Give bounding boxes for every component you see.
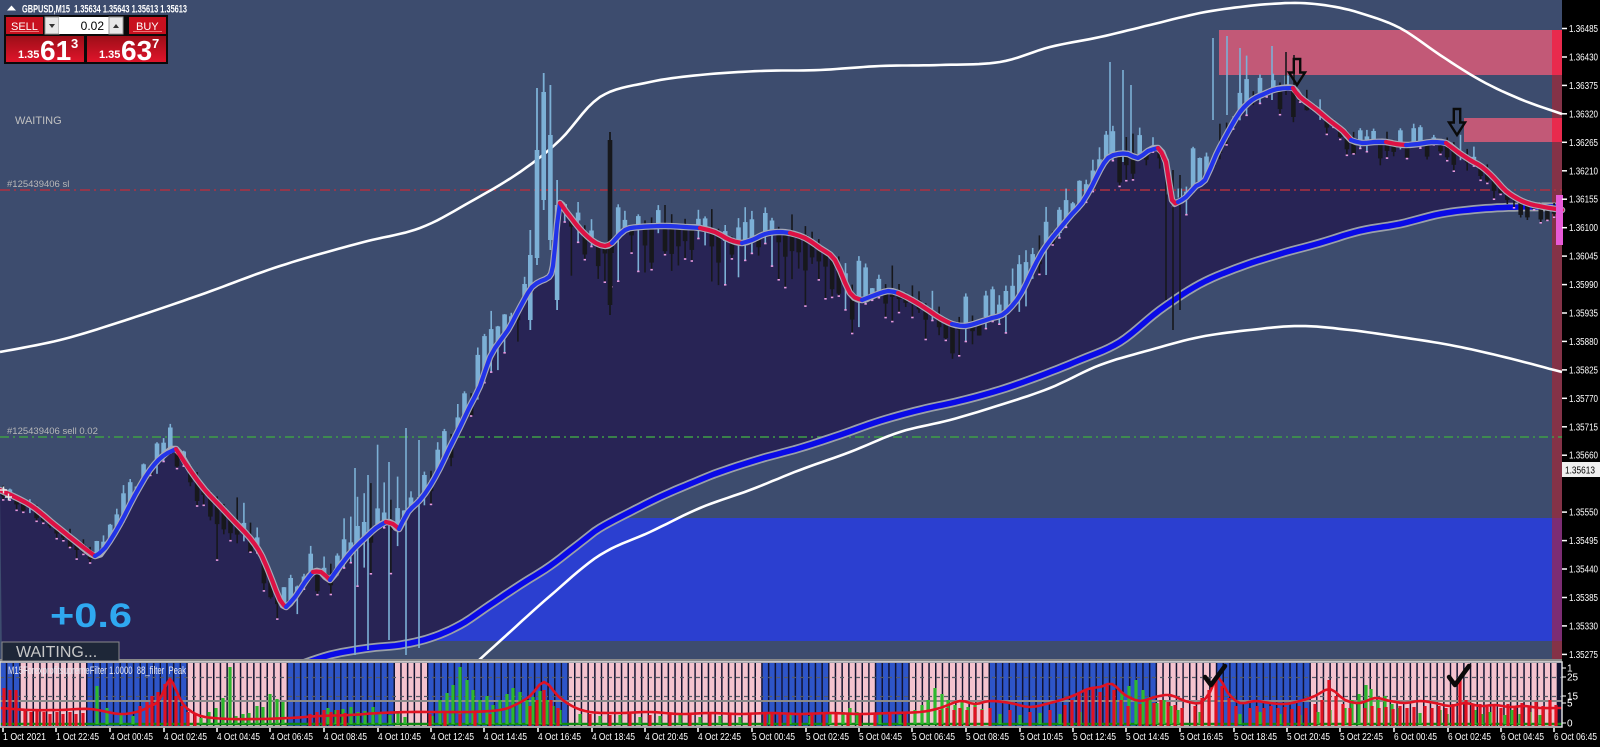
svg-text:#125439406 sell 0.02: #125439406 sell 0.02	[7, 426, 98, 437]
svg-text:4 Oct 06:45: 4 Oct 06:45	[270, 731, 313, 743]
svg-text:1.35495: 1.35495	[1569, 536, 1598, 547]
svg-text:1.35660: 1.35660	[1569, 451, 1598, 462]
svg-text:4 Oct 10:45: 4 Oct 10:45	[378, 731, 421, 743]
svg-text:1: 1	[1567, 664, 1573, 675]
svg-text:63: 63	[121, 35, 152, 66]
svg-text:5 Oct 14:45: 5 Oct 14:45	[1126, 731, 1169, 743]
svg-text:61: 61	[40, 35, 71, 66]
svg-text:1.36265: 1.36265	[1569, 138, 1598, 149]
svg-text:1.35440: 1.35440	[1569, 565, 1598, 576]
svg-text:5 Oct 22:45: 5 Oct 22:45	[1340, 731, 1383, 743]
svg-text:1.35990: 1.35990	[1569, 280, 1598, 291]
svg-text:5 Oct 02:45: 5 Oct 02:45	[806, 731, 849, 743]
svg-text:5 Oct 18:45: 5 Oct 18:45	[1234, 731, 1277, 743]
svg-text:4 Oct 14:45: 4 Oct 14:45	[484, 731, 527, 743]
svg-text:5 Oct 12:45: 5 Oct 12:45	[1073, 731, 1116, 743]
svg-text:#125439406 sl: #125439406 sl	[7, 179, 69, 190]
svg-text:5 Oct 04:45: 5 Oct 04:45	[859, 731, 902, 743]
svg-text:+0.6: +0.6	[50, 597, 132, 635]
svg-text:WAITING...: WAITING...	[16, 644, 97, 661]
svg-text:5: 5	[1567, 699, 1573, 710]
svg-text:1.35613: 1.35613	[1565, 466, 1595, 477]
svg-text:1.35550: 1.35550	[1569, 508, 1598, 519]
svg-text:1.36430: 1.36430	[1569, 53, 1598, 64]
svg-text:0: 0	[1567, 719, 1573, 730]
svg-text:WAITING: WAITING	[15, 115, 62, 127]
svg-text:1.35935: 1.35935	[1569, 309, 1598, 320]
svg-text:6 Oct 06:45: 6 Oct 06:45	[1554, 731, 1597, 743]
svg-text:5 Oct 10:45: 5 Oct 10:45	[1020, 731, 1063, 743]
svg-text:1.35880: 1.35880	[1569, 337, 1598, 348]
svg-text:1.35: 1.35	[18, 49, 39, 61]
svg-text:4 Oct 08:45: 4 Oct 08:45	[324, 731, 367, 743]
svg-text:1.35770: 1.35770	[1569, 394, 1598, 405]
svg-text:1.36155: 1.36155	[1569, 195, 1598, 206]
svg-text:1.35715: 1.35715	[1569, 422, 1598, 433]
svg-text:1.36320: 1.36320	[1569, 109, 1598, 120]
svg-text:4 Oct 12:45: 4 Oct 12:45	[431, 731, 474, 743]
svg-text:7: 7	[152, 36, 159, 51]
svg-text:3: 3	[71, 36, 78, 51]
svg-text:1.36210: 1.36210	[1569, 166, 1598, 177]
svg-text:4 Oct 04:45: 4 Oct 04:45	[217, 731, 260, 743]
svg-text:1.35275: 1.35275	[1569, 650, 1598, 661]
svg-text:1 Oct 2021: 1 Oct 2021	[3, 731, 46, 743]
svg-text:6 Oct 00:45: 6 Oct 00:45	[1394, 731, 1437, 743]
svg-text:4 Oct 18:45: 4 Oct 18:45	[592, 731, 635, 743]
svg-text:4 Oct 16:45: 4 Oct 16:45	[538, 731, 581, 743]
svg-text:BUY: BUY	[136, 21, 159, 33]
svg-text:1.36375: 1.36375	[1569, 81, 1598, 92]
svg-text:SELL: SELL	[11, 21, 38, 33]
svg-text:4 Oct 00:45: 4 Oct 00:45	[110, 731, 153, 743]
svg-text:25: 25	[1567, 673, 1579, 684]
svg-text:15: 15	[1567, 692, 1579, 703]
svg-text:1.36485: 1.36485	[1569, 24, 1598, 35]
svg-text:6 Oct 02:45: 6 Oct 02:45	[1448, 731, 1491, 743]
svg-text:4 Oct 02:45: 4 Oct 02:45	[164, 731, 207, 743]
svg-text:0.02: 0.02	[81, 19, 105, 33]
svg-text:4 Oct 20:45: 4 Oct 20:45	[645, 731, 688, 743]
svg-text:1.35385: 1.35385	[1569, 593, 1598, 604]
svg-text:1.36100: 1.36100	[1569, 223, 1598, 234]
svg-text:1 Oct 22:45: 1 Oct 22:45	[56, 731, 99, 743]
svg-text:6 Oct 04:45: 6 Oct 04:45	[1501, 731, 1544, 743]
svg-text:1.35330: 1.35330	[1569, 621, 1598, 632]
svg-text:4 Oct 22:45: 4 Oct 22:45	[698, 731, 741, 743]
svg-text:1.35: 1.35	[99, 49, 120, 61]
svg-text:1.35825: 1.35825	[1569, 365, 1598, 376]
svg-text:5 Oct 00:45: 5 Oct 00:45	[752, 731, 795, 743]
svg-text:GBPUSD,M15 1.35634 1.35643 1.: GBPUSD,M15 1.35634 1.35643 1.35613 1.356…	[22, 4, 187, 16]
svg-text:5 Oct 06:45: 5 Oct 06:45	[912, 731, 955, 743]
svg-text:5 Oct 08:45: 5 Oct 08:45	[966, 731, 1009, 743]
svg-text:5 Oct 16:45: 5 Oct 16:45	[1180, 731, 1223, 743]
svg-text:M15ForexprofitsupremeFilter 1.: M15ForexprofitsupremeFilter 1.0000 88_fi…	[8, 665, 186, 677]
svg-text:5 Oct 20:45: 5 Oct 20:45	[1287, 731, 1330, 743]
svg-text:1.36045: 1.36045	[1569, 252, 1598, 263]
